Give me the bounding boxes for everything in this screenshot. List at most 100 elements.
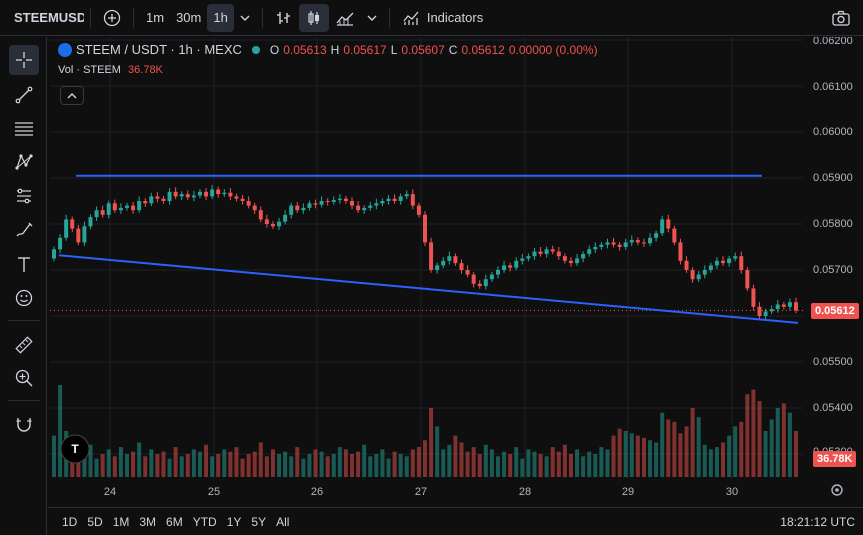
area-chart-type-button[interactable] <box>329 4 361 32</box>
range-all-button[interactable]: All <box>276 514 290 529</box>
compare-symbol-button[interactable] <box>97 4 127 32</box>
plus-circle-icon <box>103 9 121 26</box>
candle-body <box>398 196 403 201</box>
crosshair-tool-button[interactable] <box>9 45 39 75</box>
interval-dropdown-button[interactable] <box>234 4 256 32</box>
toolbar-divider <box>8 320 40 321</box>
zoom-tool-button[interactable] <box>9 363 39 393</box>
candle-body <box>423 214 427 243</box>
volume-bar <box>623 431 628 477</box>
candle-body <box>489 274 494 280</box>
measure-tool-button[interactable] <box>9 330 39 360</box>
range-3m-button[interactable]: 3M <box>139 514 157 529</box>
fib-tool-button[interactable] <box>9 114 39 144</box>
ohlc-open-label: O <box>269 42 280 57</box>
series-legend[interactable]: STEEM / USDT · 1h · MEXC O 0.05613 H 0.056… <box>58 42 598 57</box>
candle-body <box>283 214 288 222</box>
volume-bar <box>343 449 348 477</box>
volume-bar <box>508 454 513 477</box>
smiley-icon <box>15 289 33 307</box>
steem-logo-icon <box>58 42 72 57</box>
candle-body <box>739 256 744 270</box>
volume-bar <box>471 447 476 477</box>
volume-bar <box>429 408 434 477</box>
icon-tool-button[interactable] <box>9 283 39 313</box>
candle-body <box>88 217 93 227</box>
tradingview-logo: T <box>60 434 90 464</box>
volume-legend[interactable]: Vol · STEEM 36.78K <box>58 64 163 76</box>
candle-body <box>447 256 452 261</box>
volume-bar <box>307 454 312 477</box>
candles-chart-type-button[interactable] <box>298 3 329 32</box>
range-6m-button[interactable]: 6M <box>166 514 183 529</box>
volume-bar <box>374 454 379 477</box>
bottom-toolbar: 1D 5D 1M 3M 6M YTD 1Y 5Y All 18:21:12 UT… <box>48 507 863 535</box>
volume-bar <box>465 451 470 477</box>
utc-clock[interactable]: 18:21:12 UTC <box>780 514 855 529</box>
volume-bar <box>386 458 391 477</box>
price-chart[interactable]: 0.06200 0.06100 0.06000 0.05900 0.05800 … <box>48 37 863 507</box>
text-tool-button[interactable] <box>9 250 39 280</box>
bar-chart-type-button[interactable] <box>269 4 299 32</box>
indicators-button[interactable]: Indicators <box>396 4 489 32</box>
volume-bar <box>562 444 567 477</box>
chevron-down-icon <box>240 15 250 21</box>
brush-tool-button[interactable] <box>9 215 39 245</box>
candle-body <box>678 242 683 261</box>
forecast-tool-button[interactable] <box>9 181 39 211</box>
drawing-toolbar <box>0 37 47 535</box>
volume-bar <box>575 449 580 477</box>
collapse-legend-button[interactable] <box>60 86 84 105</box>
volume-bar <box>331 454 336 477</box>
range-5d-button[interactable]: 5D <box>87 514 103 529</box>
candle-body <box>112 203 117 211</box>
trendline-drawings[interactable] <box>58 174 799 324</box>
volume-bar <box>191 449 196 477</box>
candle-body <box>769 309 774 312</box>
chart-settings-button[interactable] <box>831 484 843 496</box>
candle-body <box>794 302 798 311</box>
volume-bar <box>404 456 409 477</box>
ohlc-close: 0.05612 <box>461 42 505 57</box>
screenshot-button[interactable] <box>825 4 857 32</box>
price-axis[interactable]: 0.06200 0.06100 0.06000 0.05900 0.05800 … <box>813 37 853 458</box>
time-tick: 29 <box>622 486 634 498</box>
symbol-search-button[interactable]: STEEMUSDT <box>0 4 84 32</box>
volume-bar <box>398 454 403 477</box>
candle-body <box>435 265 440 270</box>
magnet-tool-button[interactable] <box>9 409 39 439</box>
interval-1m-button[interactable]: 1m <box>146 10 165 25</box>
pattern-tool-button[interactable] <box>9 147 39 177</box>
time-axis[interactable]: 24 25 26 27 28 29 30 <box>104 486 738 498</box>
interval-1h-button[interactable]: 1h <box>207 3 234 32</box>
trend-line-tool-button[interactable] <box>9 80 39 110</box>
volume-bar <box>319 451 324 477</box>
chevron-down-icon <box>367 15 377 21</box>
range-1y-button[interactable]: 1Y <box>226 514 242 529</box>
candle-body <box>380 201 385 204</box>
candle-body <box>216 189 221 195</box>
candle-body <box>441 260 446 266</box>
volume-label: Vol · STEEM <box>58 64 121 76</box>
candle-body <box>514 260 519 268</box>
candle-body <box>307 203 312 208</box>
chart-type-dropdown-button[interactable] <box>361 4 383 32</box>
range-1d-button[interactable]: 1D <box>62 514 78 529</box>
volume-bar <box>234 447 239 477</box>
volume-bar <box>435 426 440 477</box>
volume-bar <box>58 385 63 477</box>
candle-body <box>654 233 659 238</box>
volume-bar <box>277 454 282 477</box>
range-5y-button[interactable]: 5Y <box>251 514 267 529</box>
interval-30m-button[interactable]: 30m <box>176 10 202 25</box>
candle-body <box>392 198 397 201</box>
descending-support-line[interactable] <box>58 254 799 324</box>
range-1m-button[interactable]: 1M <box>112 514 130 529</box>
candle-body <box>368 205 373 208</box>
volume-bar <box>739 421 744 477</box>
range-ytd-button[interactable]: YTD <box>192 514 217 529</box>
time-tick: 28 <box>519 486 531 498</box>
volume-bar <box>587 451 592 477</box>
candle-body <box>356 205 361 211</box>
volume-bar <box>672 421 677 477</box>
